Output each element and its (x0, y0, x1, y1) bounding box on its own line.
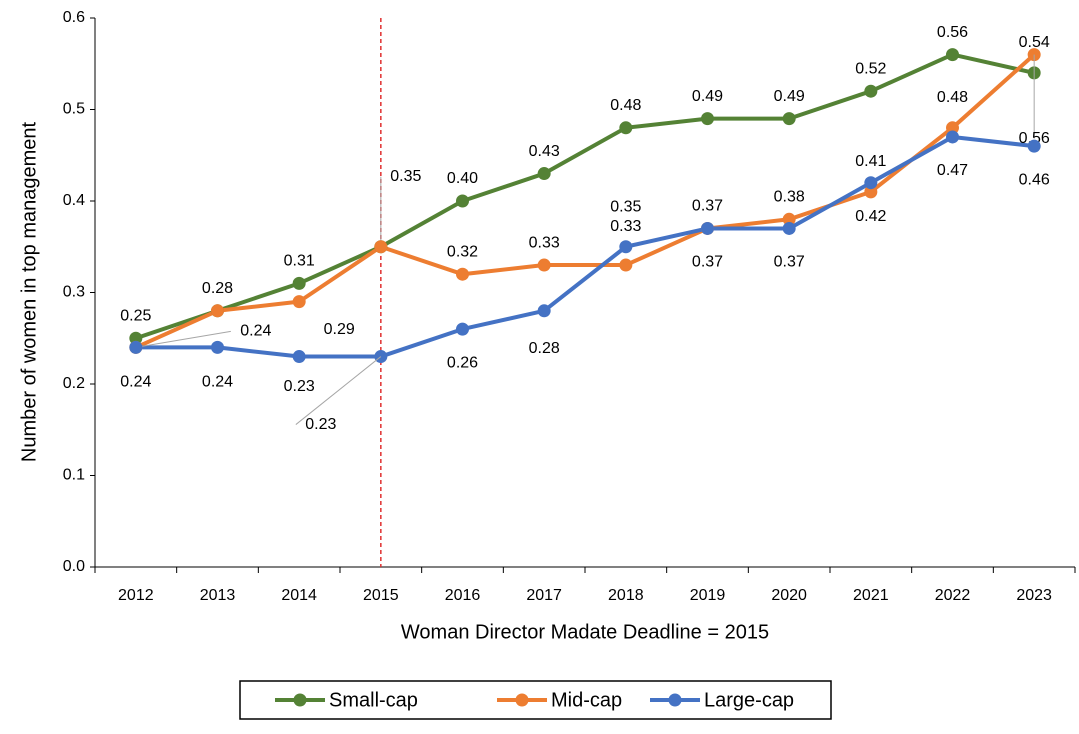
point (456, 194, 469, 208)
data-label: 0.46 (1019, 171, 1050, 188)
legend-box (239, 680, 832, 720)
x-tick-label: 2022 (935, 587, 971, 604)
data-label: 0.26 (447, 354, 478, 371)
legend-marker (515, 693, 529, 707)
y-tick-label: 0.4 (63, 192, 85, 209)
data-label: 0.49 (692, 88, 723, 105)
data-label: 0.37 (692, 198, 723, 215)
point (537, 258, 551, 272)
data-label: 0.28 (529, 340, 560, 357)
legend-label: Mid-cap (551, 689, 622, 711)
data-label: 0.23 (284, 378, 315, 395)
y-tick-label: 0.1 (63, 467, 85, 484)
point (782, 212, 796, 226)
data-label: 0.54 (1019, 34, 1050, 51)
x-tick-label: 2021 (853, 587, 889, 604)
point (129, 340, 143, 354)
data-label: 0.33 (610, 218, 641, 235)
point (292, 350, 306, 364)
x-tick-label: 2019 (690, 587, 726, 604)
data-label: 0.49 (774, 88, 805, 105)
data-label: 0.56 (1019, 130, 1050, 147)
data-label: 0.52 (855, 60, 886, 77)
data-label: 0.56 (937, 24, 968, 41)
point (1027, 139, 1041, 153)
data-label: 0.25 (120, 307, 151, 324)
data-label: 0.40 (447, 170, 478, 187)
y-tick-label: 0.2 (63, 375, 85, 392)
point (946, 48, 959, 62)
data-label: 0.24 (240, 323, 271, 340)
x-tick-label: 2013 (200, 587, 236, 604)
point (374, 240, 388, 254)
data-label: 0.37 (774, 254, 805, 271)
series-line (135, 53, 1036, 350)
point (537, 304, 551, 318)
point (782, 221, 796, 235)
x-tick-label: 2016 (445, 587, 481, 604)
legend-label: Small-cap (329, 689, 418, 711)
data-label: 0.23 (305, 416, 336, 433)
data-label: 0.48 (937, 89, 968, 106)
point (456, 267, 469, 281)
data-label: 0.35 (610, 198, 641, 215)
x-tick-label: 2014 (281, 587, 317, 604)
y-tick-label: 0.5 (63, 101, 85, 118)
data-label: 0.35 (390, 168, 421, 185)
x-tick-label: 2015 (363, 587, 399, 604)
data-label: 0.47 (937, 162, 968, 179)
y-tick-label: 0.0 (63, 558, 85, 575)
point (701, 221, 714, 235)
leader-line (135, 330, 231, 348)
data-label: 0.42 (855, 208, 886, 225)
x-axis-title: Woman Director Madate Deadline = 2015 (401, 621, 769, 643)
y-tick-label: 0.6 (63, 9, 85, 26)
x-tick-label: 2017 (526, 587, 562, 604)
data-label: 0.37 (692, 254, 723, 271)
point (864, 176, 878, 190)
point (782, 112, 796, 126)
point (946, 121, 959, 135)
x-tick-label: 2012 (118, 587, 154, 604)
data-label: 0.38 (774, 189, 805, 206)
point (864, 84, 878, 98)
y-axis-title: Number of women in top management (18, 121, 40, 462)
data-label: 0.32 (447, 243, 478, 260)
point (946, 130, 959, 144)
series-line (135, 52, 1035, 341)
point (537, 167, 551, 181)
data-label: 0.43 (529, 143, 560, 160)
point (864, 185, 878, 199)
point (619, 121, 633, 135)
data-label: 0.28 (202, 280, 233, 297)
data-label: 0.24 (202, 374, 233, 391)
data-label: 0.48 (610, 97, 641, 114)
data-label: 0.29 (324, 321, 355, 338)
point (619, 240, 633, 254)
x-tick-label: 2020 (771, 587, 807, 604)
point (456, 322, 469, 336)
leader-line (295, 356, 382, 425)
data-label: 0.33 (529, 234, 560, 251)
y-tick-label: 0.3 (63, 284, 85, 301)
point (292, 276, 306, 290)
data-label: 0.41 (855, 153, 886, 170)
legend-marker (293, 693, 307, 707)
x-tick-label: 2023 (1016, 587, 1052, 604)
point (129, 331, 143, 345)
point (211, 340, 224, 354)
x-tick-label: 2018 (608, 587, 644, 604)
point (211, 304, 224, 318)
point (292, 295, 306, 309)
data-label: 0.31 (284, 253, 315, 270)
point (619, 258, 633, 272)
data-label: 0.24 (120, 374, 151, 391)
legend-label: Large-cap (704, 689, 794, 711)
point (701, 112, 714, 126)
series-line (135, 134, 1035, 359)
legend-marker (668, 693, 682, 707)
